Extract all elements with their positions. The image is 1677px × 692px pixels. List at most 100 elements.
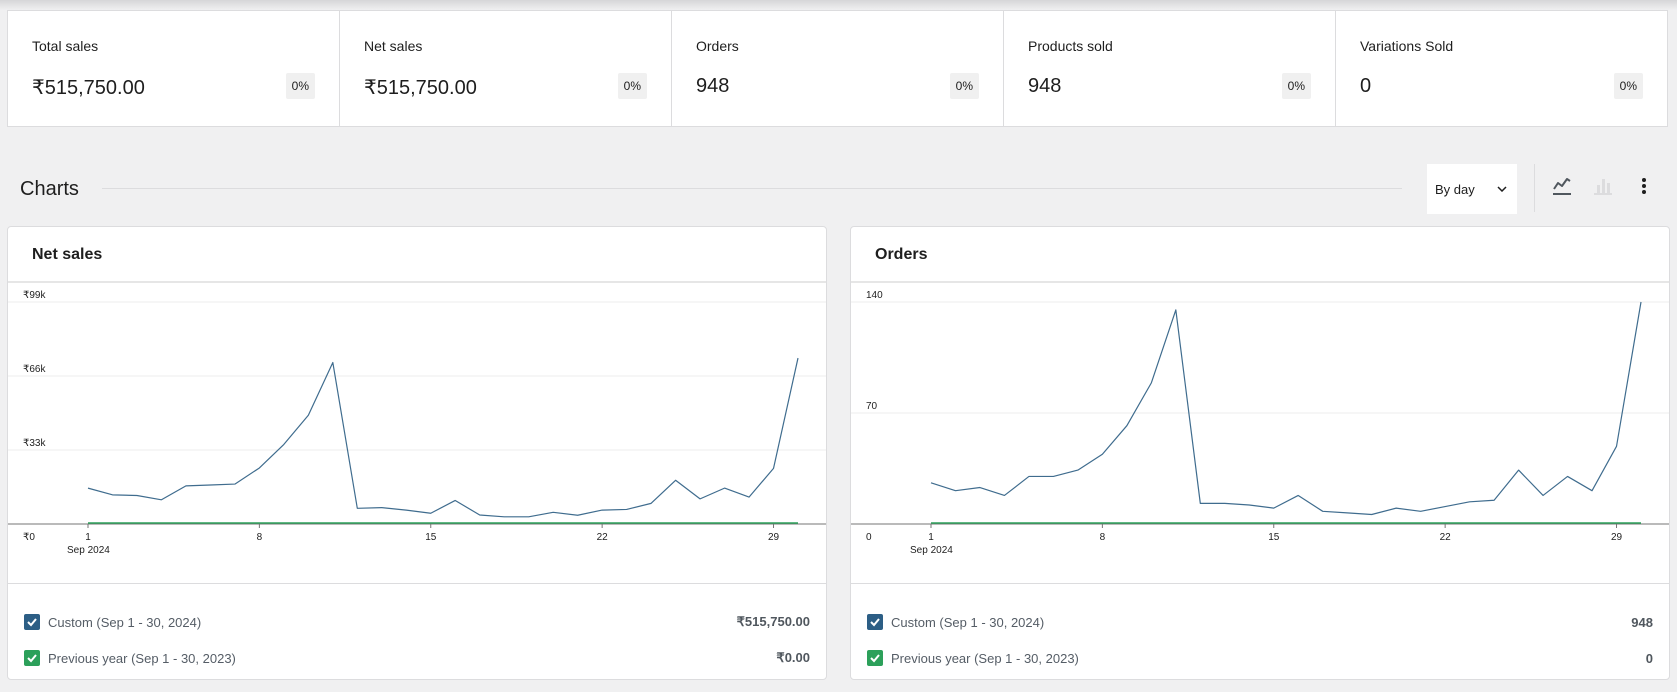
data-point [453, 498, 457, 502]
data-point [1590, 489, 1594, 493]
legend-label: Previous year (Sep 1 - 30, 2023) [48, 650, 236, 666]
legend-item-current[interactable]: Custom (Sep 1 - 30, 2024) 948 [867, 612, 1653, 632]
data-point [429, 511, 433, 515]
data-point [380, 506, 384, 510]
summary-value: ₹515,750.00 [32, 77, 145, 99]
summary-label: Variations Sold [1360, 38, 1454, 54]
summary-value: 948 [696, 75, 730, 97]
chart-legend: Custom (Sep 1 - 30, 2024) 948 Previous y… [851, 583, 1669, 679]
data-point [527, 515, 531, 519]
data-point [1370, 512, 1374, 516]
data-point [257, 466, 261, 470]
checkbox-checked-icon [24, 614, 40, 630]
data-point [649, 501, 653, 505]
data-point [1566, 474, 1570, 478]
data-point [929, 481, 933, 485]
data-point [1272, 506, 1276, 510]
data-point [1100, 452, 1104, 456]
summary-delta: 0% [1613, 73, 1643, 99]
series-line-current [930, 301, 1642, 516]
summary-label: Products sold [1028, 38, 1113, 54]
data-point [1051, 474, 1055, 478]
more-vertical-icon[interactable] [1628, 170, 1660, 202]
checkbox-checked-icon [867, 614, 883, 630]
legend-item-previous[interactable]: Previous year (Sep 1 - 30, 2023) 0 [867, 648, 1653, 668]
interval-select[interactable]: By day [1427, 164, 1517, 214]
data-point [184, 484, 188, 488]
data-point [674, 478, 678, 482]
data-point [747, 495, 751, 499]
card-header: Net sales [8, 227, 826, 282]
legend-label: Previous year (Sep 1 - 30, 2023) [891, 650, 1079, 666]
legend-item-previous[interactable]: Previous year (Sep 1 - 30, 2023) ₹0.00 [24, 648, 810, 668]
data-point [1002, 493, 1006, 497]
data-point [1076, 468, 1080, 472]
summary-delta: 0% [285, 73, 315, 99]
x-tick-label: 15 [1268, 532, 1280, 543]
orders-chart: 140 70 0 1 8 15 22 29 Sep 2024 [851, 282, 1669, 556]
summary-label: Total sales [32, 38, 99, 54]
summary-net-sales[interactable]: Net sales ₹515,750.00 0% [340, 11, 672, 126]
x-tick-label: 8 [257, 532, 263, 543]
chart-title: Net sales [32, 246, 103, 263]
data-point [1468, 500, 1472, 504]
summary-value: 0 [1360, 75, 1372, 97]
summary-numbers: Total sales ₹515,750.00 0% Net sales ₹51… [7, 10, 1668, 127]
summary-label: Net sales [364, 38, 423, 54]
data-point [404, 508, 408, 512]
interval-select-value: By day [1435, 181, 1475, 197]
data-point [723, 486, 727, 490]
card-header: Orders [851, 227, 1669, 282]
data-point [1615, 444, 1619, 448]
summary-value: ₹515,750.00 [364, 77, 477, 99]
data-point [1296, 493, 1300, 497]
data-point [1345, 511, 1349, 515]
data-point [1492, 498, 1496, 502]
x-tick-label: 8 [1100, 532, 1106, 543]
y-tick-label: ₹99k [23, 290, 46, 301]
summary-delta: 0% [949, 73, 979, 99]
bar-chart-icon[interactable] [1587, 170, 1619, 202]
net-sales-chart: ₹99k ₹66k ₹33k ₹0 1 8 15 22 29 Sep 2024 [8, 282, 826, 556]
summary-orders[interactable]: Orders 948 0% [672, 11, 1004, 126]
data-point [233, 482, 237, 486]
legend-value: ₹0.00 [776, 650, 810, 665]
x-tick-label: 29 [1611, 532, 1623, 543]
data-point [625, 507, 629, 511]
data-point [1639, 300, 1643, 304]
toolbar-divider [1534, 164, 1535, 212]
x-axis-subtitle: Sep 2024 [910, 545, 953, 556]
data-point [355, 506, 359, 510]
summary-delta: 0% [617, 73, 647, 99]
data-point [1517, 468, 1521, 472]
data-point [1174, 308, 1178, 312]
summary-value: 948 [1028, 75, 1062, 97]
series-line-current [87, 357, 799, 518]
line-chart-icon[interactable] [1546, 170, 1578, 202]
data-point [306, 413, 310, 417]
x-tick-label: 1 [928, 532, 934, 543]
data-point [978, 486, 982, 490]
y-tick-label: 140 [866, 290, 883, 301]
orders-chart-card: Orders 140 70 0 1 8 15 22 29 Sep 2024 Custom (Se… [850, 226, 1670, 680]
x-tick-label: 22 [597, 532, 609, 543]
data-point [796, 356, 800, 360]
data-point [772, 466, 776, 470]
legend-label: Custom (Sep 1 - 30, 2024) [48, 614, 202, 630]
summary-products-sold[interactable]: Products sold 948 0% [1004, 11, 1336, 126]
data-point [600, 508, 604, 512]
data-point [86, 486, 90, 490]
y-tick-label: ₹33k [23, 438, 46, 449]
legend-item-current[interactable]: Custom (Sep 1 - 30, 2024) ₹515,750.00 [24, 612, 810, 632]
legend-label: Custom (Sep 1 - 30, 2024) [891, 614, 1045, 630]
checkbox-checked-icon [867, 650, 883, 666]
chevron-down-icon [1495, 182, 1509, 196]
x-tick-label: 15 [425, 532, 437, 543]
summary-total-sales[interactable]: Total sales ₹515,750.00 0% [8, 11, 340, 126]
summary-variations-sold[interactable]: Variations Sold 0 0% [1336, 11, 1667, 126]
summary-label: Orders [696, 38, 739, 54]
data-point [1247, 503, 1251, 507]
data-point [1125, 424, 1129, 428]
top-shade [0, 0, 1677, 10]
data-point [1149, 381, 1153, 385]
